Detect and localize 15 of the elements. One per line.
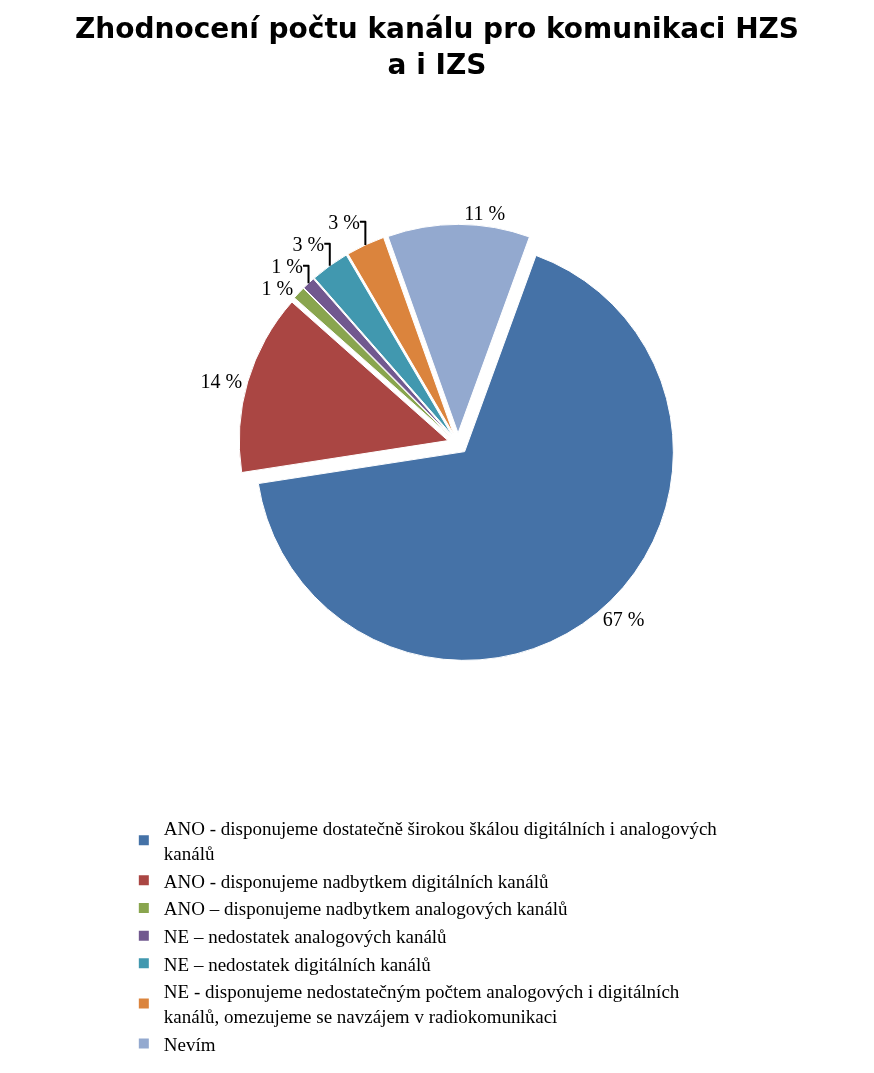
data-label: 1 % [261,276,294,299]
data-label: 3 % [328,210,360,233]
legend-label: ANO – disponujeme nadbytkem analogových kanálů [163,898,568,920]
data-label: 3 % [292,232,325,255]
legend-label: NE – nedostatek analogových kanálů [163,926,448,948]
data-label: 67 % [602,608,645,631]
data-label: 11 % [464,202,506,225]
data-label: 1 % [271,254,304,277]
legend-label: NE – nedostatek digitálních kanálů [163,953,432,975]
chart-title: Zhodnocení počtu kanálu pro komunikaci HZS a i IZS [74,11,800,81]
data-label: 14 % [200,369,243,392]
legend-label: ANO - disponujeme dostatečně širokou škálou digitálních i analogových kanálů [163,818,718,864]
legend-label: ANO - disponujeme nadbytkem digitálních kanálů [163,870,549,892]
legend-label: Nevím [163,1033,216,1055]
legend-label: NE - disponujeme nedostatečným počtem analogových i digitálních kanálů, omezujeme se navzájem v radiokomunikaci [163,981,680,1028]
